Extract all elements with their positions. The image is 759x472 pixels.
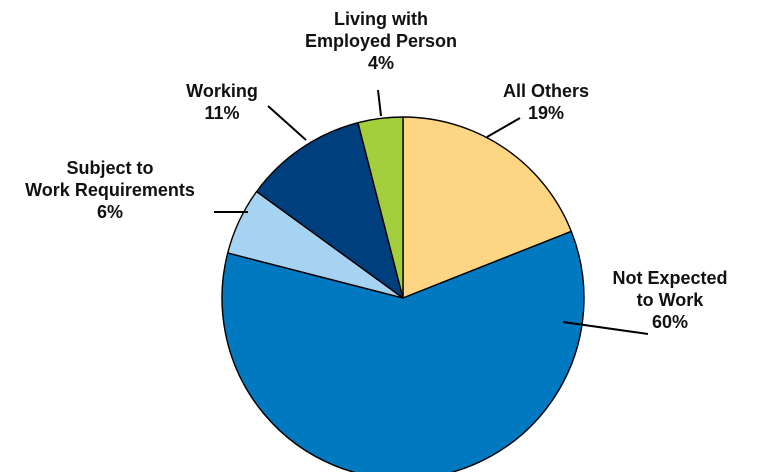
slice-percent: 4% (368, 53, 394, 73)
slice-label-line: Living with (334, 9, 428, 29)
slice-label-line: to Work (637, 290, 705, 310)
leader-line-living-with-employed-person (377, 89, 382, 117)
pie-slices (221, 116, 585, 472)
slice-label-working: Working 11% (186, 81, 258, 123)
slice-percent: 19% (528, 103, 564, 123)
slice-label-subject-to-work-requirements: Subject to Work Requirements 6% (25, 158, 195, 222)
slice-label-living-with-employed-person: Living with Employed Person 4% (305, 9, 457, 73)
leader-line-working (267, 105, 307, 141)
slice-label-line: All Others (503, 81, 589, 101)
slice-label-line: Working (186, 81, 258, 101)
leader-line-all-others (486, 117, 521, 138)
slice-label-line: Subject to (66, 158, 153, 178)
pie-slice-not-expected-to-work (221, 230, 585, 472)
pie-slice-working (255, 121, 404, 299)
pie-slice-living-with-employed-person (357, 116, 404, 299)
slice-labels: All Others 19% Not Expected to Work 60% Subje… (25, 9, 727, 332)
pie-slice-all-others (402, 116, 572, 299)
slice-label-line: Employed Person (305, 31, 457, 51)
slice-label-line: Work Requirements (25, 180, 195, 200)
slice-label-all-others: All Others 19% (503, 81, 589, 123)
leader-lines (214, 89, 649, 335)
slice-label-line: Not Expected (612, 268, 727, 288)
slice-percent: 6% (97, 202, 123, 222)
slice-percent: 11% (204, 103, 239, 123)
leader-line-not-expected-to-work (562, 321, 649, 335)
slice-percent: 60% (652, 312, 688, 332)
slice-label-not-expected-to-work: Not Expected to Work 60% (612, 268, 727, 332)
